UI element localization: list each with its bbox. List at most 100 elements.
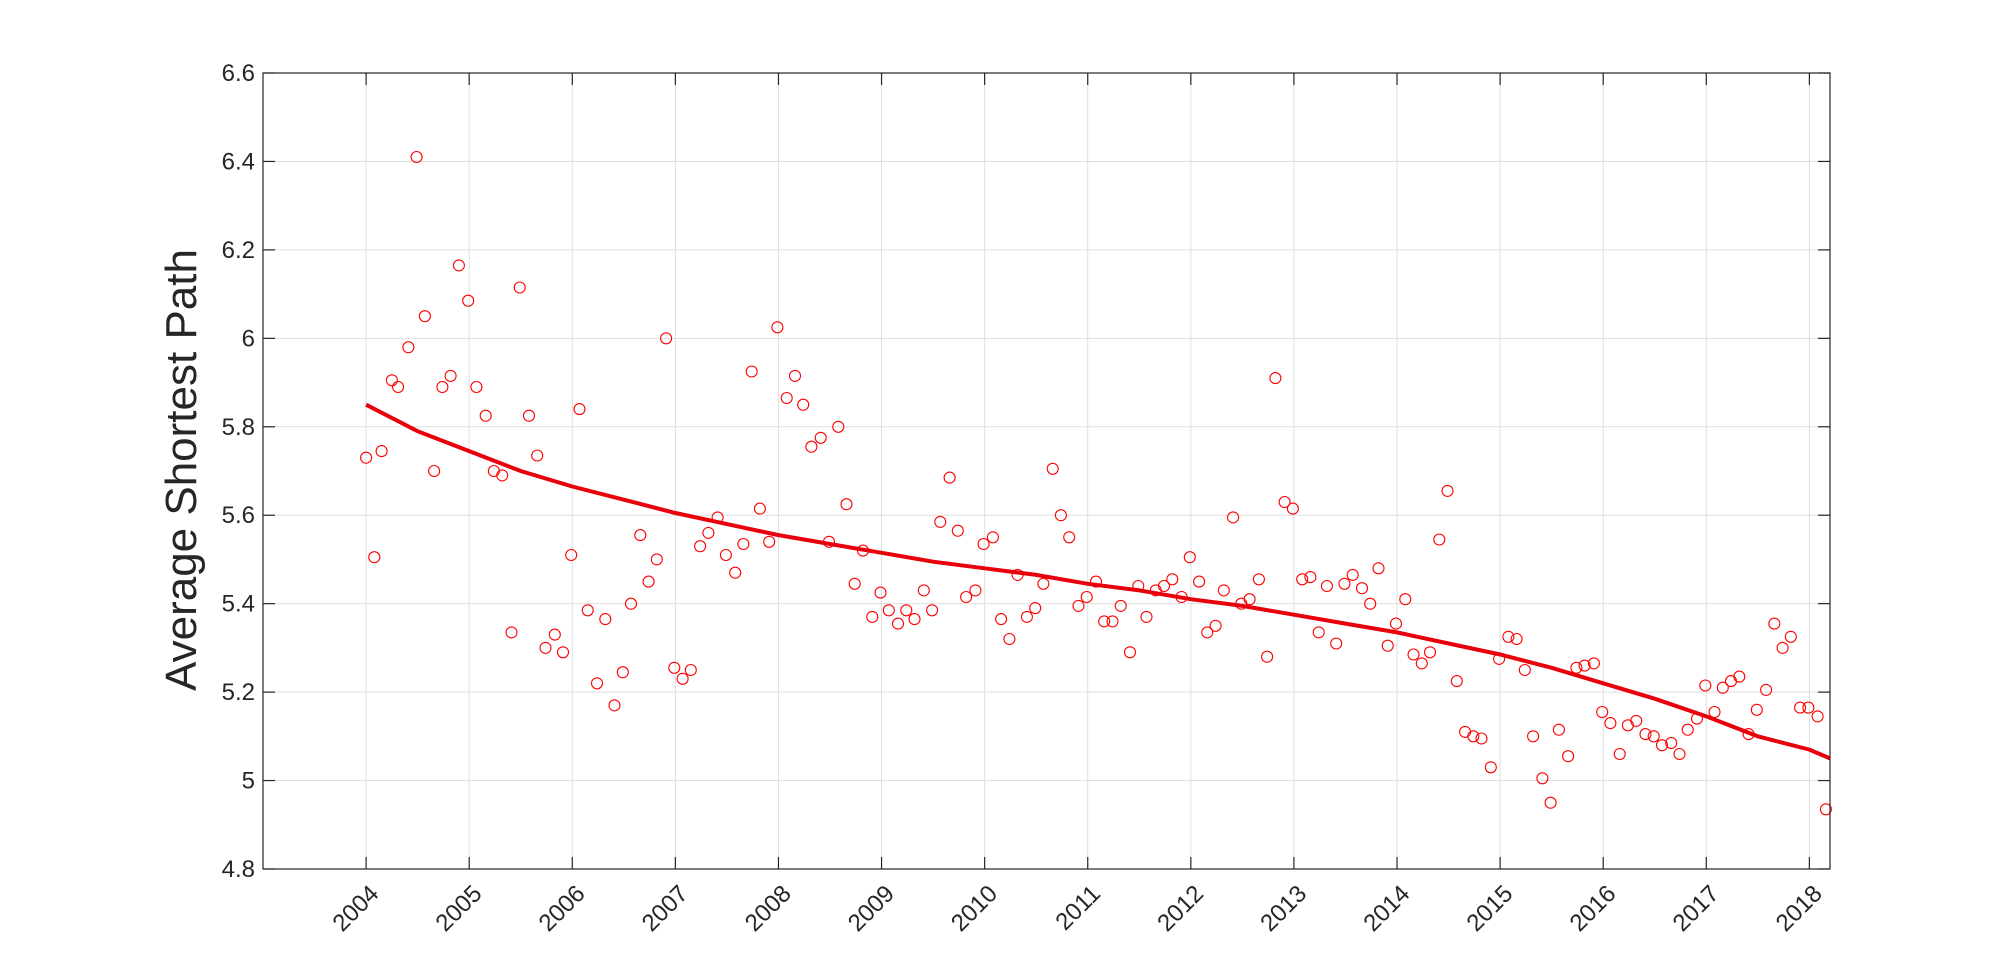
scatter-point xyxy=(1346,568,1359,581)
scatter-point xyxy=(1029,602,1042,615)
scatter-point xyxy=(1381,639,1394,652)
scatter-point xyxy=(1278,495,1291,509)
y-tick-label: 4.8 xyxy=(222,856,255,883)
scatter-point xyxy=(1415,657,1428,670)
y-axis-title: Average Shortest Path xyxy=(157,249,206,691)
scatter-point xyxy=(1681,723,1694,736)
scatter-point xyxy=(573,403,586,416)
y-tick-label: 6.4 xyxy=(222,148,255,175)
scatter-point xyxy=(392,380,405,394)
scatter-point xyxy=(531,449,544,462)
scatter-point xyxy=(556,646,570,659)
scatter-point xyxy=(1655,739,1669,752)
scatter-point xyxy=(452,259,465,272)
scatter-point xyxy=(934,515,947,528)
scatter-point xyxy=(1114,599,1127,612)
scatter-point xyxy=(694,540,707,553)
scatter-point xyxy=(960,590,973,604)
scatter-point xyxy=(1407,648,1420,661)
scatter-point xyxy=(797,398,810,411)
scatter-point xyxy=(1106,615,1119,628)
scatter-point xyxy=(1183,551,1196,564)
scatter-point xyxy=(1227,511,1240,524)
scatter-point xyxy=(1760,683,1773,696)
scatter-point xyxy=(1562,750,1575,763)
scatter-point xyxy=(1046,462,1059,475)
scatter-point xyxy=(470,380,483,394)
scatter-point xyxy=(548,628,561,641)
scatter-point xyxy=(410,150,423,164)
scatter-point xyxy=(951,524,964,537)
scatter-point xyxy=(1441,484,1454,497)
scatter-point xyxy=(1389,617,1403,630)
scatter-point xyxy=(1475,732,1488,745)
scatter-point xyxy=(1037,577,1050,590)
scatter-point xyxy=(1252,573,1265,586)
scatter-point xyxy=(805,440,818,453)
scatter-point xyxy=(1201,626,1214,639)
scatter-point xyxy=(995,613,1008,626)
y-tick-label: 5.4 xyxy=(222,591,255,618)
scatter-point xyxy=(977,537,990,551)
scatter-series xyxy=(360,150,1832,816)
scatter-point xyxy=(462,294,475,307)
scatter-point xyxy=(642,575,655,588)
scatter-point xyxy=(1140,610,1153,623)
scatter-point xyxy=(908,613,921,626)
scatter-point xyxy=(684,663,697,677)
scatter-point xyxy=(1450,675,1463,688)
scatter-point xyxy=(891,617,905,630)
scatter-point xyxy=(814,431,827,444)
scatter-point xyxy=(1613,747,1626,761)
scatter-point xyxy=(608,699,621,712)
scatter-point xyxy=(1364,597,1377,610)
scatter-point xyxy=(360,451,373,464)
scatter-point xyxy=(505,626,518,639)
scatter-point xyxy=(1020,610,1033,623)
scatter-point xyxy=(943,471,956,484)
scatter-point xyxy=(385,374,398,387)
scatter-point xyxy=(780,391,793,405)
scatter-point xyxy=(1193,575,1206,588)
scatter-point xyxy=(496,469,509,482)
scatter-point xyxy=(1261,650,1274,663)
scatter-point xyxy=(874,586,887,599)
fit-curve xyxy=(365,402,1831,761)
scatter-point xyxy=(1217,584,1230,597)
scatter-point xyxy=(1819,803,1832,816)
scatter-point xyxy=(1269,372,1282,385)
scatter-point xyxy=(444,369,457,382)
scatter-point xyxy=(1639,728,1652,741)
scatter-point xyxy=(1243,593,1256,606)
scatter-point xyxy=(402,341,415,354)
scatter-point xyxy=(1647,730,1660,743)
scatter-point xyxy=(1166,573,1179,586)
scatter-point xyxy=(1399,593,1412,606)
scatter-point xyxy=(1544,796,1557,809)
scatter-point xyxy=(1768,617,1781,630)
scatter-point xyxy=(436,380,449,394)
scatter-point xyxy=(624,597,638,610)
scatter-point xyxy=(832,420,845,433)
scatter-point xyxy=(1604,717,1617,730)
scatter-point xyxy=(840,498,853,511)
scatter-point xyxy=(737,537,750,551)
scatter-point xyxy=(1080,590,1093,604)
scatter-point xyxy=(1518,663,1531,677)
scatter-point xyxy=(1098,615,1111,628)
scatter-point xyxy=(1123,646,1137,659)
scatter-point xyxy=(1699,679,1712,692)
scatter-point xyxy=(788,369,802,382)
scatter-point xyxy=(650,553,663,566)
scatter-point xyxy=(522,409,536,422)
scatter-point xyxy=(745,365,758,378)
scatter-point xyxy=(1552,723,1565,736)
scatter-point xyxy=(375,445,388,458)
y-tick-labels: 4.8 5 5.2 5.4 5.6 5.8 6 6.2 6.4 6.6 xyxy=(222,60,255,883)
scatter-point xyxy=(1372,562,1385,575)
scatter-point xyxy=(986,531,999,544)
scatter-point xyxy=(1794,701,1807,714)
scatter-point xyxy=(771,321,784,334)
